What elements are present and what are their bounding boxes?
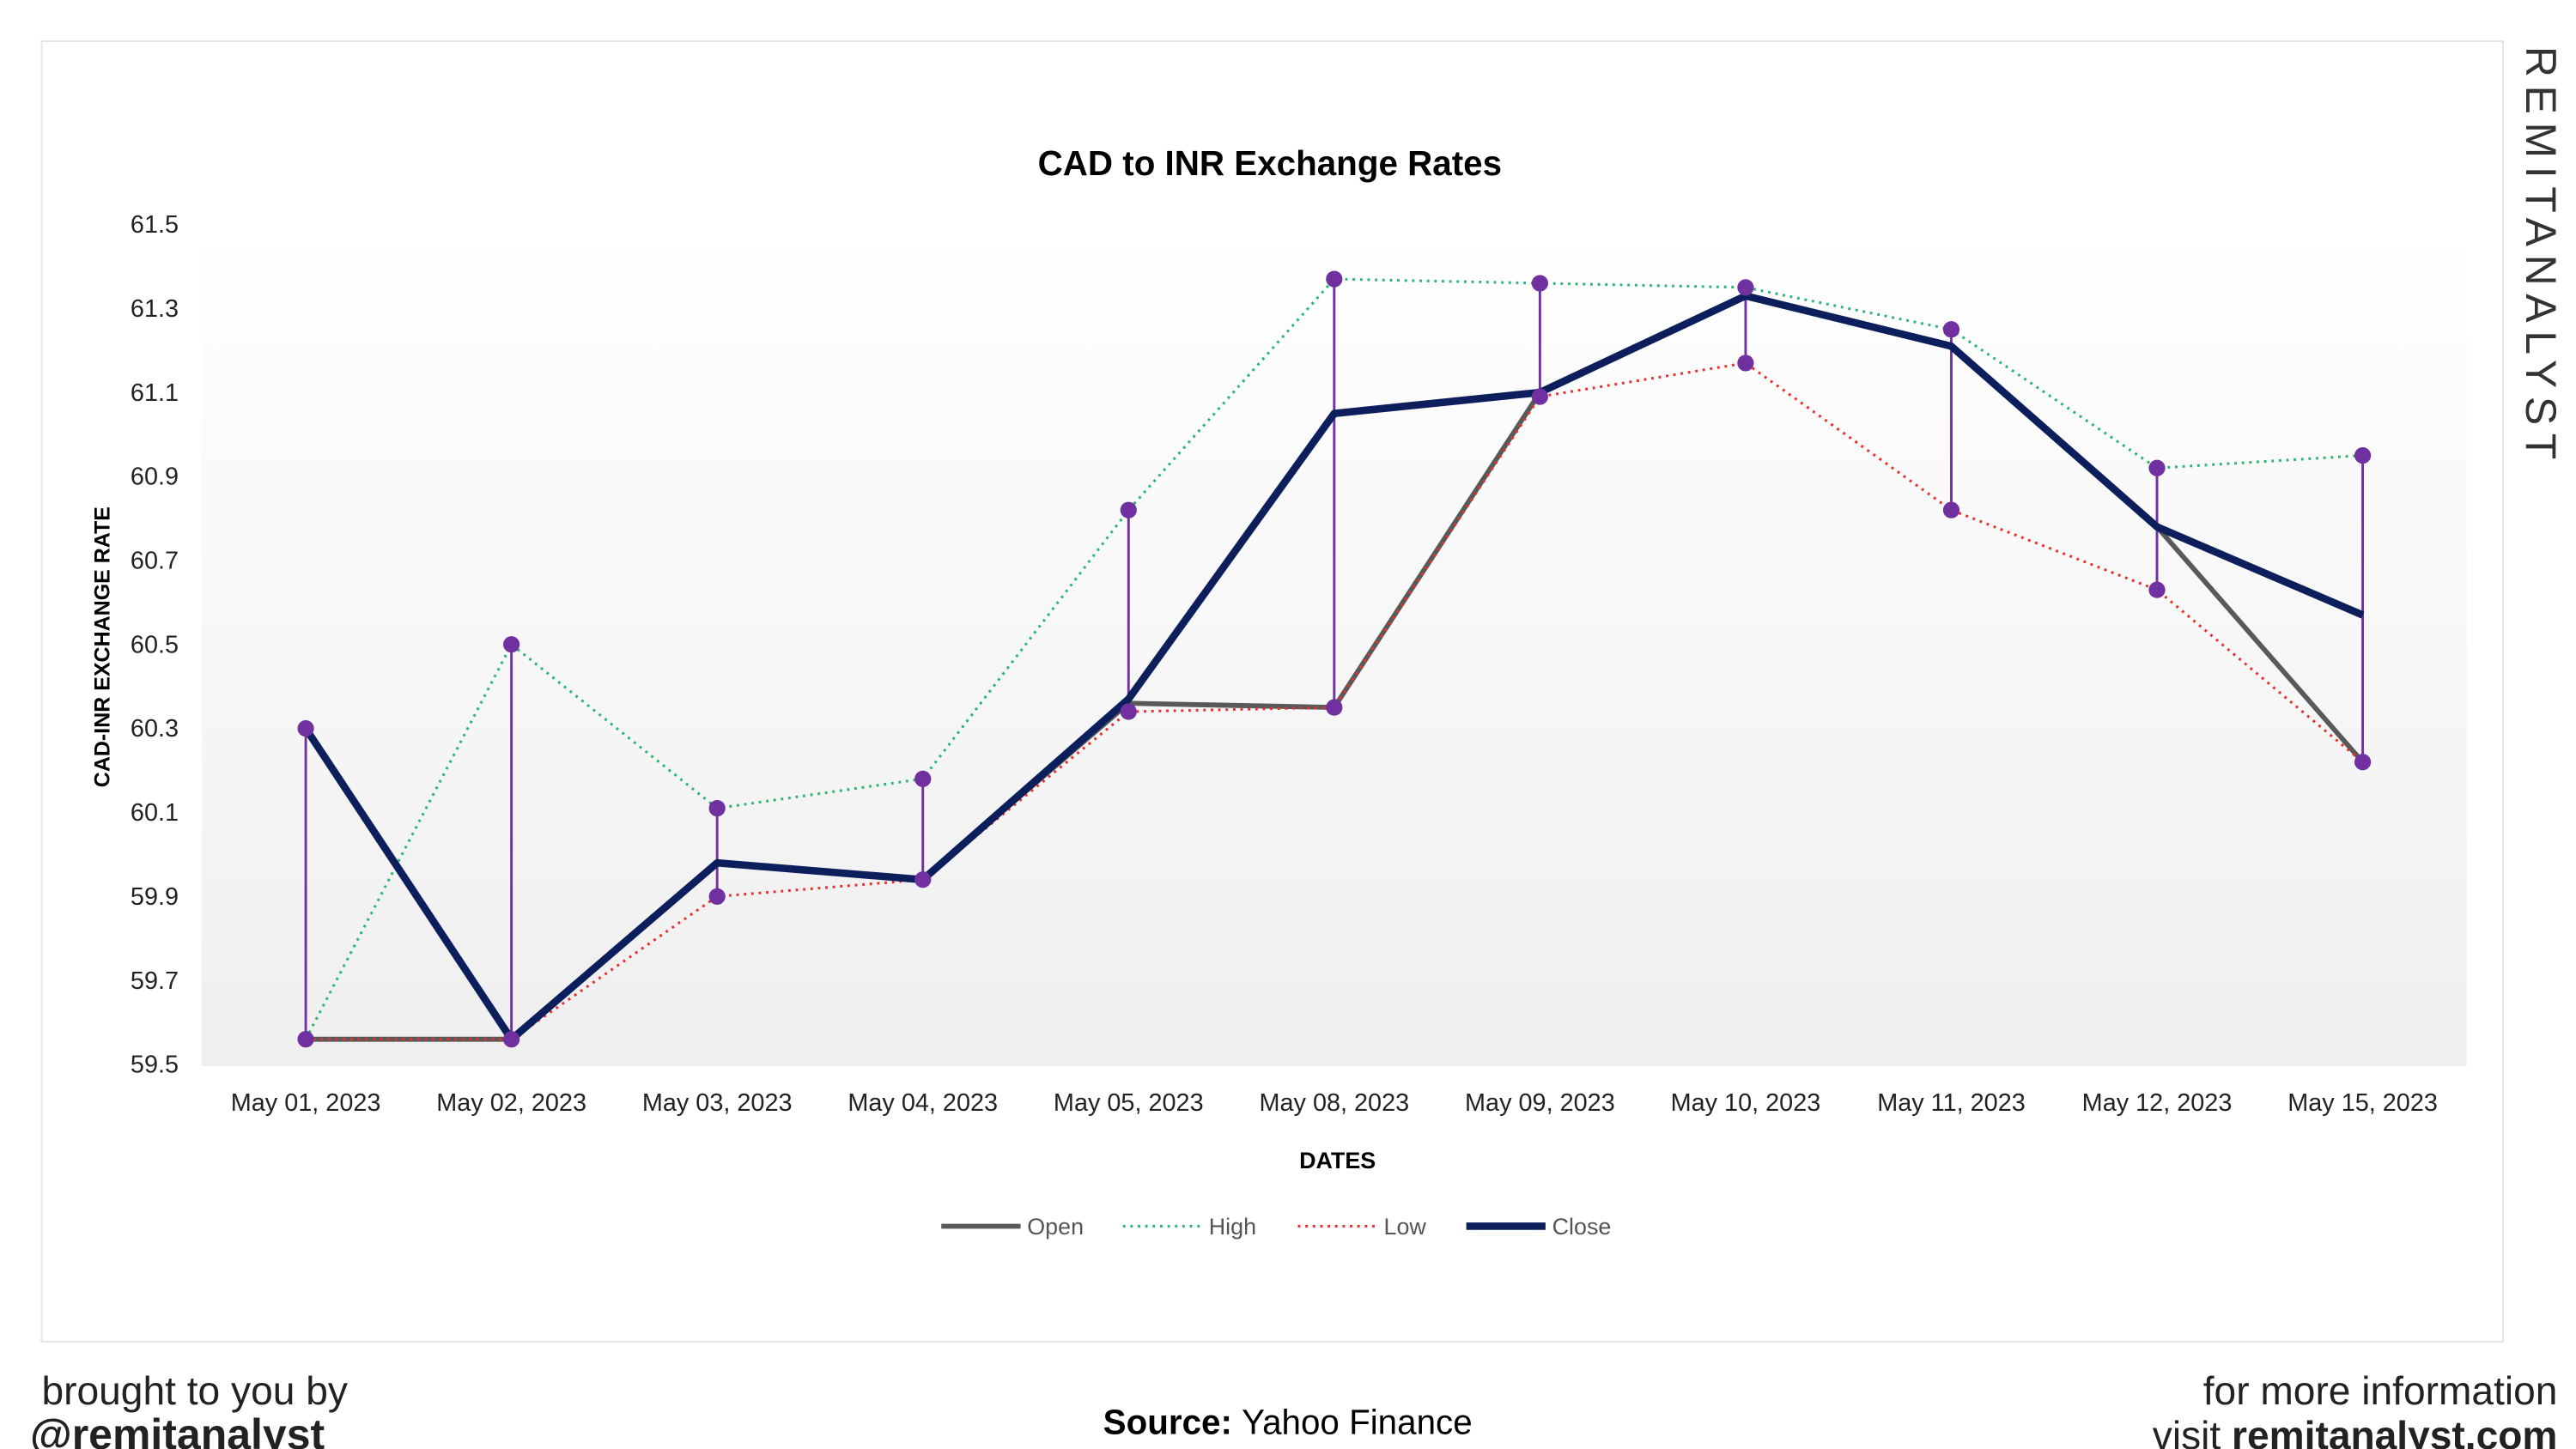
high-marker (1120, 501, 1137, 518)
watermark: REMITANALYST (2517, 46, 2565, 468)
x-axis-label: DATES (1299, 1148, 1376, 1173)
x-tick-label: May 09, 2023 (1465, 1089, 1615, 1117)
low-marker (1326, 699, 1343, 716)
x-tick-label: May 02, 2023 (436, 1089, 586, 1117)
legend-label-high: High (1209, 1214, 1256, 1240)
y-ticks: 59.5 59.7 59.9 60.1 60.3 60.5 60.7 60.9 61.1 61.3… (131, 211, 179, 1079)
low-marker (2148, 581, 2166, 598)
low-marker (1737, 355, 1754, 372)
x-tick-label: May 08, 2023 (1259, 1089, 1409, 1117)
legend: Open High Low Close (941, 1214, 1611, 1240)
y-tick-label: 61.1 (131, 379, 179, 407)
x-tick-label: May 04, 2023 (848, 1089, 998, 1117)
low-marker (1531, 388, 1548, 405)
footer-left-line1: brought to you by (41, 1368, 347, 1413)
low-marker (503, 1031, 520, 1048)
legend-label-open: Open (1027, 1214, 1084, 1240)
y-tick-label: 59.7 (131, 967, 179, 995)
high-marker (1942, 321, 1960, 338)
y-axis-label: CAD-INR EXCHANGE RATE (90, 506, 114, 787)
low-marker (297, 1031, 314, 1048)
x-tick-label: May 05, 2023 (1054, 1089, 1204, 1117)
high-marker (708, 799, 726, 817)
series-line-high (304, 277, 2363, 1040)
high-marker (297, 720, 314, 737)
high-marker (1326, 270, 1343, 288)
high-marker (2148, 459, 2166, 476)
series-layer (297, 270, 2372, 1048)
source-value: Yahoo Finance (1242, 1403, 1473, 1442)
site-link[interactable]: remitanalyst.com (2232, 1413, 2557, 1449)
high-marker (2354, 446, 2372, 464)
y-tick-label: 59.5 (131, 1052, 179, 1079)
x-tick-label: May 03, 2023 (642, 1089, 793, 1117)
y-tick-label: 61.3 (131, 295, 179, 323)
high-marker (914, 770, 932, 787)
y-tick-label: 60.5 (131, 631, 179, 658)
y-tick-label: 59.9 (131, 883, 179, 911)
high-marker (503, 636, 520, 653)
chart-title: CAD to INR Exchange Rates (1038, 143, 1502, 183)
x-tick-label: May 01, 2023 (231, 1089, 381, 1117)
legend-label-low: Low (1384, 1214, 1427, 1240)
footer-right-line2: visit remitanalyst.com (2153, 1413, 2558, 1449)
series-line-close (302, 292, 2365, 1044)
x-tick-label: May 11, 2023 (1877, 1089, 2026, 1117)
footer-right-line1: for more information (2203, 1368, 2558, 1413)
x-tick-label: May 10, 2023 (1671, 1089, 1821, 1117)
y-tick-label: 60.1 (131, 799, 179, 827)
low-marker (914, 871, 932, 888)
visit-prefix: visit (2153, 1413, 2221, 1449)
high-marker (1737, 279, 1754, 296)
footer-left-line2: @remitanalyst (30, 1410, 325, 1449)
series-line-low (306, 361, 2364, 1041)
y-tick-label: 60.9 (131, 464, 179, 491)
y-tick-label: 60.3 (131, 715, 179, 743)
legend-label-close: Close (1552, 1214, 1612, 1240)
low-marker (1942, 501, 1960, 518)
low-marker (1120, 703, 1137, 720)
x-tick-label: May 12, 2023 (2082, 1089, 2233, 1117)
low-marker (708, 888, 726, 905)
low-marker (2354, 754, 2372, 771)
y-tick-label: 60.7 (131, 548, 179, 575)
footer-source: Source: Yahoo Finance (1103, 1403, 1473, 1442)
source-label: Source: (1103, 1403, 1232, 1442)
x-ticks: May 01, 2023 May 02, 2023 May 03, 2023 May … (231, 1089, 2438, 1117)
high-marker (1531, 275, 1548, 292)
y-tick-label: 61.5 (131, 211, 179, 239)
x-tick-label: May 15, 2023 (2287, 1089, 2438, 1117)
